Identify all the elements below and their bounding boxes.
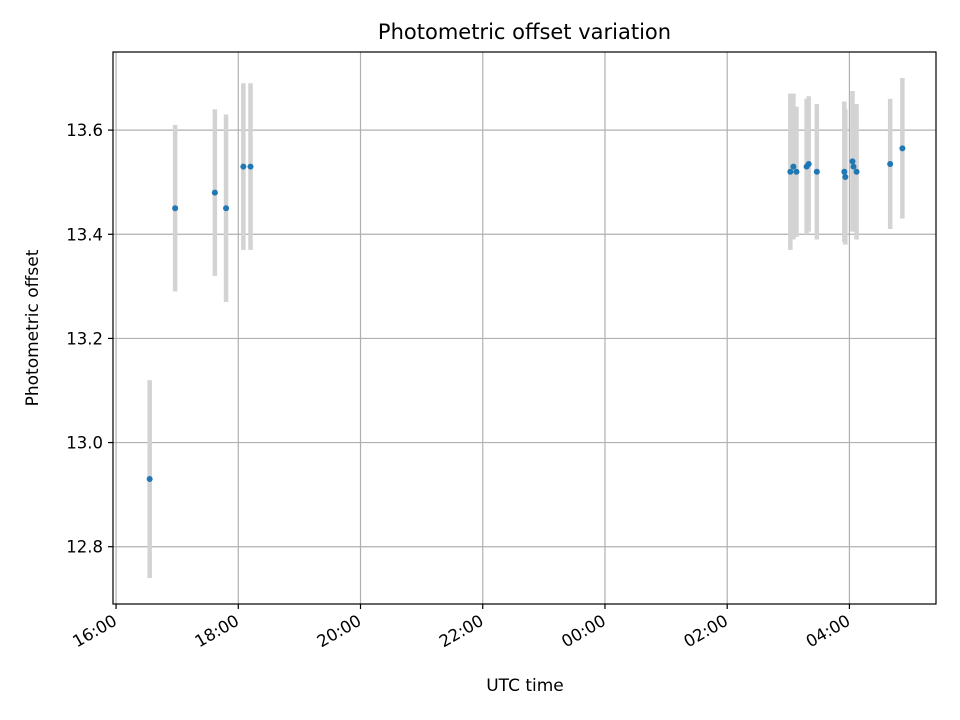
- x-axis-label: UTC time: [486, 676, 564, 696]
- y-axis-ticks: 12.8 13.0 13.2 13.4 13.6: [66, 121, 113, 557]
- data-points: [146, 145, 906, 483]
- data-point: [805, 160, 812, 167]
- data-point: [899, 145, 906, 152]
- data-point: [247, 163, 254, 170]
- data-point: [841, 168, 848, 175]
- y-tick-label: 13.4: [66, 225, 103, 244]
- grid: [113, 52, 936, 604]
- plot-frame: [112, 51, 937, 605]
- data-point: [787, 168, 794, 175]
- y-tick-label: 13.0: [66, 434, 103, 453]
- data-point: [850, 163, 857, 170]
- y-axis-label: Photometric offset: [23, 249, 43, 406]
- data-point: [853, 168, 860, 175]
- data-point: [211, 189, 218, 196]
- data-point: [887, 160, 894, 167]
- y-tick-label: 13.2: [66, 329, 103, 348]
- data-point: [172, 205, 179, 212]
- chart-title: Photometric offset variation: [378, 20, 671, 44]
- data-point: [223, 205, 230, 212]
- data-point: [146, 476, 153, 483]
- data-point: [793, 168, 800, 175]
- data-point: [240, 163, 247, 170]
- data-point: [813, 168, 820, 175]
- data-point: [842, 173, 849, 180]
- y-tick-label: 13.6: [66, 121, 103, 140]
- data-point: [849, 158, 856, 165]
- data-point: [790, 163, 797, 170]
- y-tick-label: 12.8: [66, 538, 103, 557]
